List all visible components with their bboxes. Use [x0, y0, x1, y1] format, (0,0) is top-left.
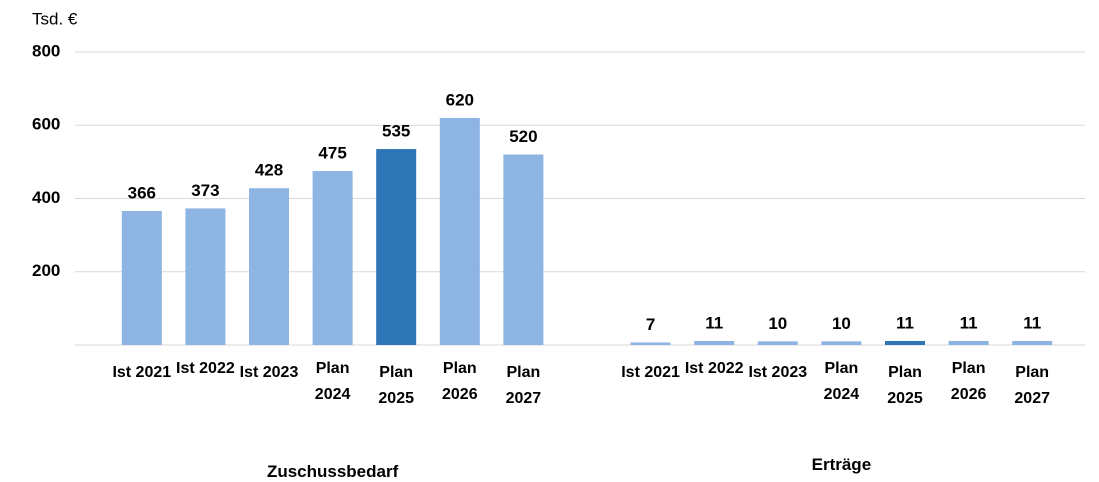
x-tick-label: Plan 2026 — [442, 360, 478, 403]
y-tick-label: 600 — [32, 115, 60, 134]
value-label: 475 — [318, 144, 346, 163]
x-tick-label: Ist 2021 — [621, 364, 680, 381]
x-tick-label: Ist 2022 — [684, 360, 744, 377]
value-label: 520 — [509, 127, 537, 146]
x-tick-label: Ist 2022 — [176, 360, 235, 377]
value-label: 11 — [1023, 313, 1041, 332]
x-tick-label: Plan 2024 — [314, 360, 351, 403]
y-tick-label: 400 — [32, 188, 60, 207]
x-tick-label: Plan 2024 — [823, 360, 860, 403]
x-tick-label: Plan 2025 — [887, 364, 923, 407]
x-tick-label: Plan 2027 — [505, 364, 542, 407]
x-tick-label: Ist 2023 — [748, 364, 808, 381]
value-label: 11 — [705, 313, 723, 332]
y-axis-label: Tsd. € — [32, 9, 78, 28]
value-label: 11 — [896, 313, 914, 332]
value-label: 7 — [646, 315, 655, 334]
bar — [376, 149, 417, 345]
bar — [503, 154, 544, 345]
bar — [121, 210, 162, 345]
x-tick-label: Ist 2021 — [112, 364, 172, 381]
value-label: 535 — [382, 122, 410, 141]
bar — [185, 208, 226, 345]
bar — [312, 171, 353, 345]
value-label: 373 — [191, 181, 219, 200]
value-label: 620 — [446, 90, 474, 109]
x-tick-label: Ist 2023 — [239, 364, 299, 381]
value-label: 428 — [255, 161, 283, 180]
bar — [630, 342, 671, 345]
x-tick-label: Plan 2025 — [378, 364, 414, 407]
bar — [694, 340, 735, 345]
x-tick-label: Plan 2026 — [950, 360, 987, 403]
group-label: Erträge — [811, 455, 872, 474]
group-label: Zuschussbedarf — [266, 462, 399, 481]
bar — [821, 341, 862, 345]
x-tick-label: Plan 2027 — [1014, 364, 1050, 407]
value-label: 11 — [960, 313, 978, 332]
value-label: 10 — [832, 314, 851, 333]
y-tick-label: 800 — [32, 41, 60, 60]
bar — [249, 188, 289, 345]
bar — [885, 340, 925, 345]
bar — [948, 340, 989, 345]
bar — [439, 117, 480, 345]
bar — [1012, 340, 1053, 345]
value-label: 366 — [128, 183, 156, 202]
y-tick-label: 200 — [32, 261, 60, 280]
value-label: 10 — [768, 314, 787, 333]
bar — [757, 341, 798, 345]
